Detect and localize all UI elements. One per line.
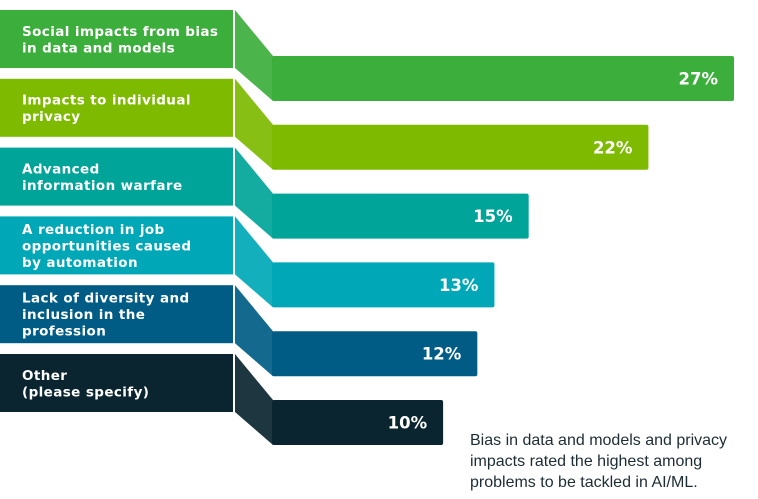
bar-connector xyxy=(235,78,273,170)
category-label-line: in data and models xyxy=(22,40,175,56)
category-label: Lack of diversity and inclusion in the pro… xyxy=(22,291,190,340)
category-label-line: Impacts to individual xyxy=(22,93,191,109)
value-label: 27% xyxy=(679,70,719,89)
annotation-line-3: problems to be tackled in AI/ML. xyxy=(470,474,698,491)
category-panel xyxy=(0,354,233,412)
bar-connector xyxy=(235,10,273,101)
bar-connector xyxy=(235,147,273,239)
value-label: 15% xyxy=(473,207,513,226)
category-label-line: A reduction in job xyxy=(22,222,165,238)
chart-row: A reduction in job opportunities caused by… xyxy=(0,216,495,308)
chart-annotation: Bias in data and models and privacy impa… xyxy=(470,430,758,493)
bar-connector xyxy=(235,216,273,308)
category-label: Social impacts from bias in data and mode… xyxy=(22,24,218,57)
category-label: Impacts to individual privacy xyxy=(22,93,191,126)
bar xyxy=(272,400,444,445)
category-label: Other (please specify) xyxy=(22,368,149,401)
value-label: 10% xyxy=(388,414,428,433)
chart-row: Advanced information warfare 15% xyxy=(0,147,529,239)
chart-row: Social impacts from bias in data and mode… xyxy=(0,10,734,101)
category-label: A reduction in job opportunities caused by… xyxy=(22,222,191,271)
category-label-line: by automation xyxy=(22,255,138,271)
category-label-line: Advanced xyxy=(22,161,100,177)
category-label-line: Lack of diversity and xyxy=(22,291,190,307)
category-panel xyxy=(0,147,233,206)
bar xyxy=(272,262,495,308)
category-label-line: inclusion in the xyxy=(22,307,145,323)
category-label-line: (please specify) xyxy=(22,384,149,400)
annotation-line-1: Bias in data and models and privacy xyxy=(470,432,728,449)
value-label: 12% xyxy=(422,345,462,364)
chart-row: Lack of diversity and inclusion in the pro… xyxy=(0,285,478,377)
category-panel xyxy=(0,285,233,344)
bar xyxy=(272,56,734,101)
bar xyxy=(272,193,529,239)
category-panel xyxy=(0,216,233,275)
value-label: 13% xyxy=(439,276,479,295)
category-label-line: opportunities caused xyxy=(22,238,191,254)
category-label: Advanced information warfare xyxy=(22,161,183,194)
category-label-line: Social impacts from bias xyxy=(22,24,218,40)
category-label-line: information warfare xyxy=(22,178,183,194)
bar xyxy=(272,124,649,170)
chart-row: Impacts to individual privacy 22% xyxy=(0,78,649,170)
category-label-line: Other xyxy=(22,368,67,384)
annotation-line-2: impacts rated the highest among xyxy=(470,453,703,470)
category-label-line: privacy xyxy=(22,109,80,125)
bar-connector xyxy=(235,285,273,377)
bar xyxy=(272,331,478,377)
chart-row: Other (please specify) 10% xyxy=(0,354,444,445)
category-label-line: profession xyxy=(22,324,106,340)
category-panel xyxy=(0,10,233,68)
category-panel xyxy=(0,78,233,137)
value-label: 22% xyxy=(593,138,633,157)
bar-connector xyxy=(235,354,273,445)
